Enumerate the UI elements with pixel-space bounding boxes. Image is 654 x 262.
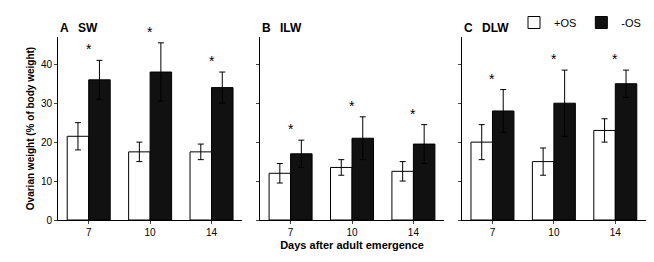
svg-text:DLW: DLW (482, 21, 509, 35)
svg-text:*: * (209, 53, 215, 69)
svg-text:-OS: -OS (621, 17, 641, 29)
svg-text:+OS: +OS (554, 17, 576, 29)
svg-text:14: 14 (206, 227, 218, 238)
svg-text:14: 14 (408, 227, 420, 238)
svg-text:7: 7 (490, 227, 496, 238)
svg-text:10: 10 (346, 227, 358, 238)
svg-text:*: * (288, 121, 294, 137)
svg-text:Days after adult emergence: Days after adult emergence (280, 239, 424, 251)
svg-text:*: * (349, 98, 355, 114)
svg-text:10: 10 (548, 227, 560, 238)
svg-text:*: * (612, 51, 618, 67)
svg-text:40: 40 (41, 59, 53, 70)
svg-text:A: A (60, 21, 69, 35)
svg-text:*: * (410, 106, 416, 122)
svg-text:*: * (147, 24, 153, 40)
svg-text:*: * (86, 41, 92, 57)
svg-text:14: 14 (610, 227, 622, 238)
svg-text:30: 30 (41, 98, 53, 109)
svg-text:7: 7 (288, 227, 294, 238)
svg-text:C: C (464, 21, 473, 35)
svg-text:10: 10 (145, 227, 157, 238)
svg-text:SW: SW (78, 21, 98, 35)
svg-text:0: 0 (46, 215, 52, 226)
svg-text:Ovarian weight (% of body weig: Ovarian weight (% of body weight) (25, 47, 36, 210)
svg-text:7: 7 (86, 227, 92, 238)
svg-text:ILW: ILW (280, 21, 302, 35)
svg-text:B: B (262, 21, 271, 35)
svg-text:20: 20 (41, 137, 53, 148)
svg-text:*: * (551, 51, 557, 67)
svg-text:*: * (489, 71, 495, 87)
svg-text:10: 10 (41, 176, 53, 187)
